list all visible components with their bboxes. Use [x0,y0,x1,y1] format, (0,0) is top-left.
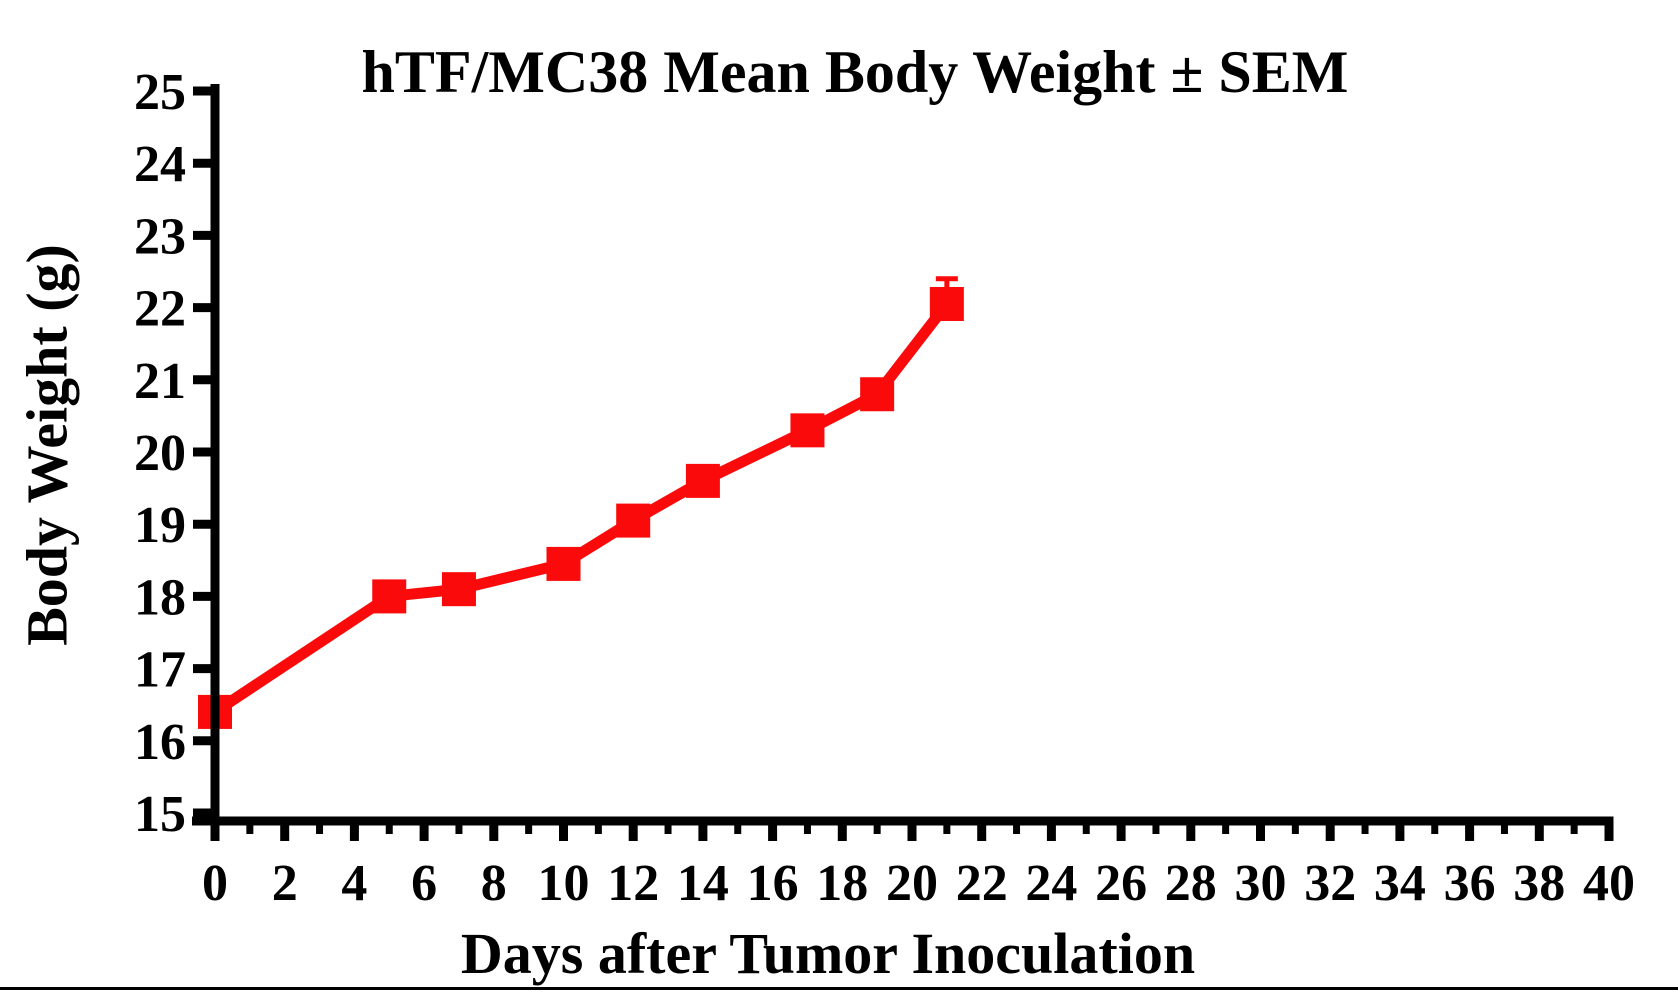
y-tick-label: 16 [134,714,186,771]
x-tick-label: 12 [607,855,659,912]
x-tick-label: 36 [1444,855,1496,912]
data-marker [685,463,720,498]
y-tick-label: 17 [134,642,186,699]
x-tick-label: 16 [747,855,799,912]
x-tick-label: 20 [886,855,938,912]
y-tick-label: 15 [134,786,186,843]
x-tick-label: 22 [956,855,1008,912]
x-tick-label: 14 [677,855,729,912]
y-tick-label: 19 [134,497,186,554]
x-tick-label: 8 [481,855,507,912]
series-line [211,300,952,717]
x-tick-label: 34 [1374,855,1426,912]
bottom-border [0,987,1678,990]
y-tick-label: 25 [134,64,186,121]
x-tick-label: 4 [341,855,367,912]
y-tick-label: 20 [134,425,186,482]
data-marker [372,579,407,614]
x-tick-label: 18 [816,855,868,912]
data-marker [790,413,825,448]
x-tick-label: 24 [1025,855,1077,912]
x-tick-label: 32 [1304,855,1356,912]
x-tick-label: 30 [1235,855,1287,912]
x-tick-label: 2 [272,855,298,912]
x-tick-label: 26 [1095,855,1147,912]
x-tick-label: 38 [1513,855,1565,912]
chart-title: hTF/MC38 Mean Body Weight ± SEM [361,39,1349,105]
data-marker [860,377,895,412]
data-marker [441,572,476,607]
y-tick-label: 18 [134,569,186,626]
data-marker [546,546,581,581]
y-tick-label: 21 [134,353,186,410]
data-marker [929,286,964,321]
y-tick-label: 22 [134,281,186,338]
y-axis-label: Body Weight (g) [14,244,80,646]
x-tick-label: 28 [1165,855,1217,912]
x-tick-label: 0 [202,855,228,912]
x-tick-label: 40 [1583,855,1635,912]
y-tick-label: 24 [134,136,186,193]
x-axis-label: Days after Tumor Inoculation [460,921,1196,986]
x-tick-label: 10 [538,855,590,912]
x-tick-label: 6 [411,855,437,912]
y-tick-label: 23 [134,208,186,265]
data-marker [616,503,651,538]
